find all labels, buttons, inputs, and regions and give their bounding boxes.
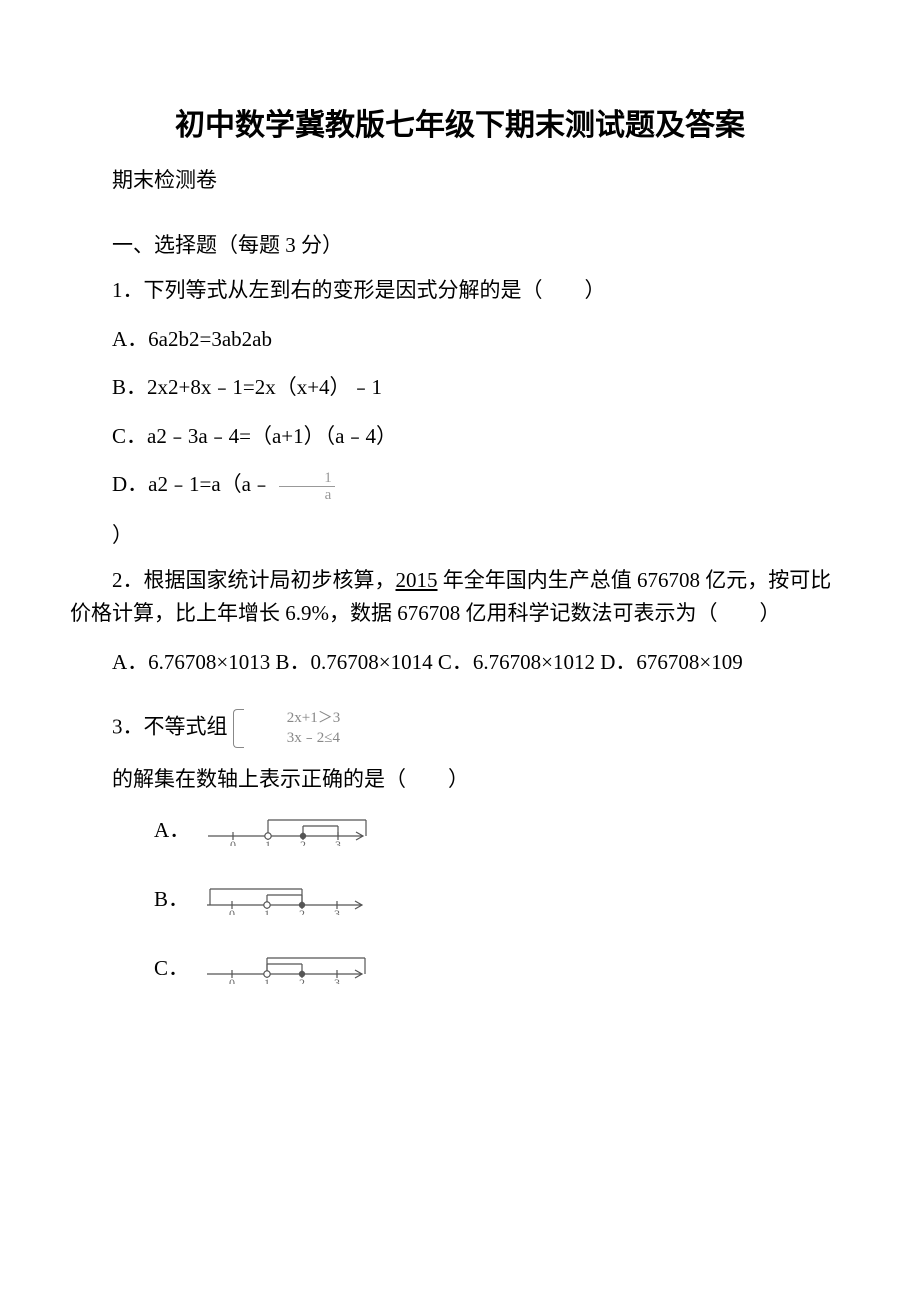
q3-opt-a: A． 0123	[70, 812, 850, 846]
numberline-svg: 0123	[203, 812, 373, 846]
q3-prefix: 3．不等式组	[112, 715, 228, 739]
fraction-icon: 1 a	[279, 470, 335, 504]
svg-text:3: 3	[334, 907, 340, 915]
svg-text:2: 2	[299, 907, 305, 915]
brace-system-icon: 2x+1＞3 3x﹣2≤4	[233, 709, 340, 748]
q3-line1: 3．不等式组 2x+1＞3 3x﹣2≤4	[70, 709, 850, 748]
q2-stem-underline: 2015	[396, 568, 438, 592]
q1-stem: 1．下列等式从左到右的变形是因式分解的是（ ）	[70, 274, 850, 308]
svg-text:3: 3	[334, 976, 340, 984]
q1-opt-d: D．a2﹣1=a（a﹣ 1 a	[70, 468, 850, 503]
fraction-numerator: 1	[279, 470, 335, 488]
svg-text:0: 0	[230, 838, 236, 846]
numberline-b: 0123	[202, 881, 372, 915]
numberline-c: 0123	[202, 950, 372, 984]
system-row2: 3x﹣2≤4	[245, 729, 340, 749]
subtitle: 期末检测卷	[70, 164, 850, 194]
q3-line2: 的解集在数轴上表示正确的是（ ）	[70, 763, 850, 797]
q1-opt-c: C．a2﹣3a﹣4=（a+1）（a﹣4）	[70, 420, 850, 454]
svg-text:2: 2	[299, 976, 305, 984]
q3-opt-c-label: C．	[112, 952, 189, 982]
q3-opt-c: C． 0123	[70, 950, 850, 984]
q1-opt-b: B．2x2+8x﹣1=2x（x+4）﹣1	[70, 371, 850, 405]
q2-stem: 2．根据国家统计局初步核算，2015 年全年国内生产总值 676708 亿元，按…	[70, 564, 850, 631]
svg-text:0: 0	[229, 907, 235, 915]
page-title: 初中数学冀教版七年级下期末测试题及答案	[70, 100, 850, 144]
q3-opt-b-label: B．	[112, 883, 189, 913]
numberline-svg: 0123	[202, 881, 372, 915]
q3-opt-b: B． 0123	[70, 881, 850, 915]
fraction-denominator: a	[279, 487, 335, 504]
q2-options: A．6.76708×1013 B．0.76708×1014 C．6.76708×…	[70, 646, 850, 680]
system-row1: 2x+1＞3	[245, 709, 340, 729]
section-header: 一、选择题（每题 3 分）	[70, 229, 850, 259]
q1-opt-a: A．6a2b2=3ab2ab	[70, 323, 850, 357]
svg-text:3: 3	[335, 838, 341, 846]
numberline-svg: 0123	[202, 950, 372, 984]
q2-options-text: A．6.76708×1013 B．0.76708×1014 C．6.76708×…	[112, 650, 743, 674]
q1-d-prefix: D．a2﹣1=a（a﹣	[112, 472, 272, 496]
q2-stem-a: 2．根据国家统计局初步核算，	[112, 568, 396, 592]
svg-text:0: 0	[229, 976, 235, 984]
svg-text:2: 2	[300, 838, 306, 846]
q3-opt-a-label: A．	[112, 814, 190, 844]
q1-d-close: ）	[70, 519, 850, 549]
numberline-a: 0123	[203, 812, 373, 846]
